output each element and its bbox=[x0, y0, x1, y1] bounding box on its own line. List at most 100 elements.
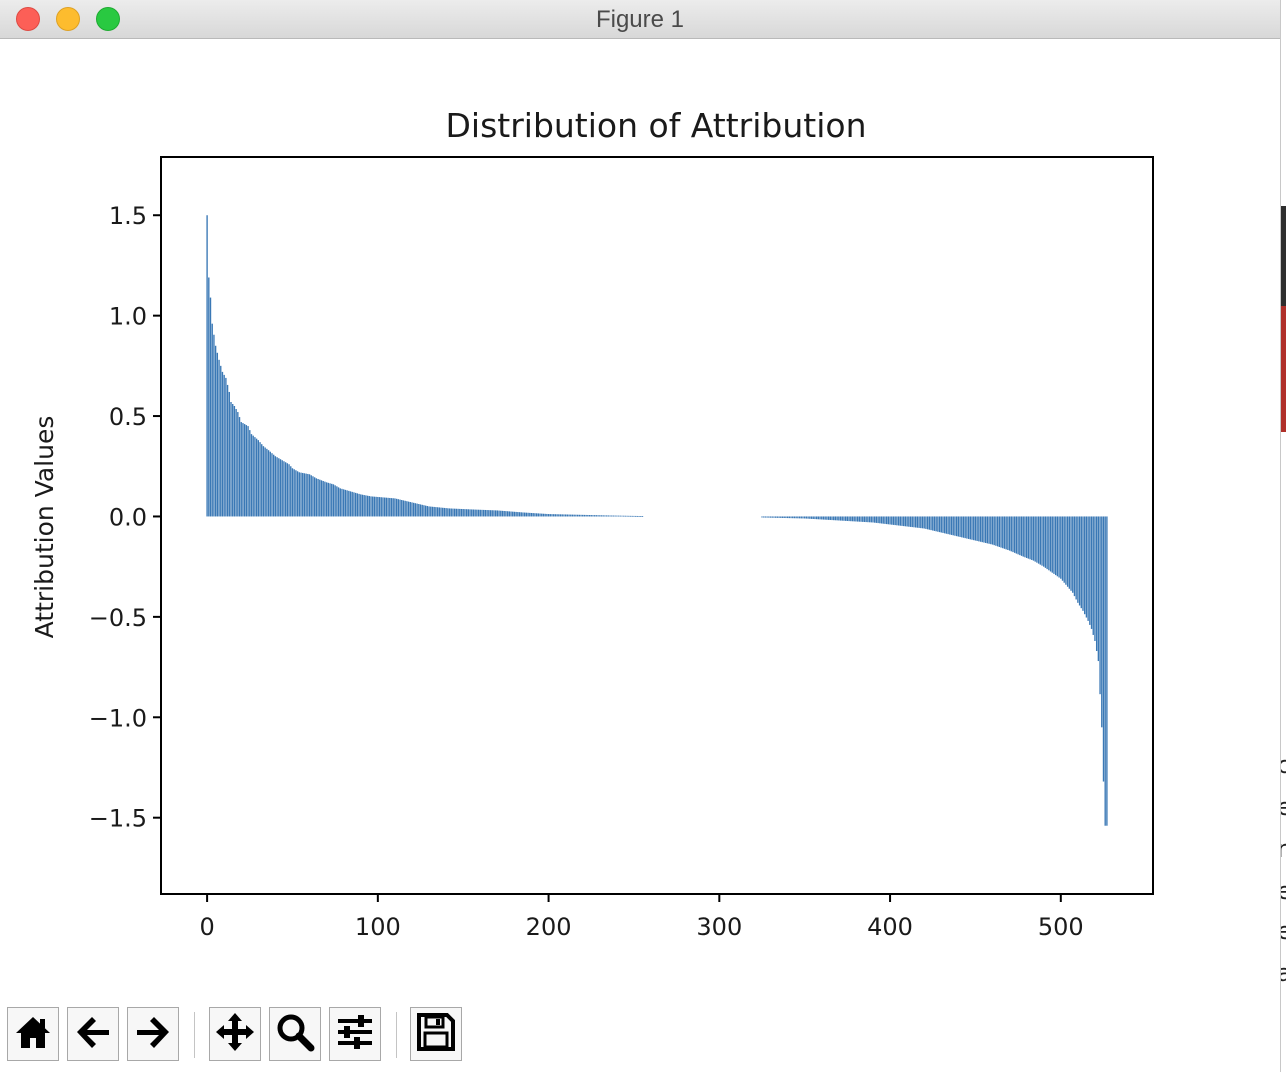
bar bbox=[515, 511, 517, 517]
bar bbox=[875, 516, 878, 523]
x-tick-label: 200 bbox=[526, 913, 572, 941]
bar bbox=[1017, 516, 1019, 555]
bar bbox=[781, 516, 784, 518]
bar bbox=[250, 434, 253, 517]
bar bbox=[373, 496, 376, 517]
bar bbox=[588, 515, 591, 517]
bar bbox=[906, 516, 908, 527]
bar bbox=[870, 516, 872, 523]
bar bbox=[267, 450, 270, 517]
bar bbox=[793, 516, 796, 519]
bar bbox=[954, 516, 956, 536]
save-button[interactable] bbox=[410, 1007, 462, 1061]
bar bbox=[571, 514, 574, 517]
bar bbox=[467, 509, 470, 517]
bar bbox=[1027, 516, 1030, 559]
bar bbox=[349, 491, 352, 517]
arrow-right-icon bbox=[133, 1012, 173, 1056]
configure-subplots-button[interactable] bbox=[329, 1007, 381, 1061]
bar bbox=[582, 514, 584, 517]
bar bbox=[1024, 516, 1026, 558]
bar bbox=[882, 516, 884, 524]
bar bbox=[896, 516, 898, 526]
bar bbox=[464, 509, 466, 517]
bar bbox=[307, 473, 309, 517]
forward-button[interactable] bbox=[127, 1007, 179, 1061]
bar bbox=[542, 513, 545, 517]
bar bbox=[616, 515, 618, 517]
bar bbox=[844, 516, 847, 521]
bar bbox=[628, 515, 630, 517]
bar bbox=[846, 516, 849, 521]
bar bbox=[764, 516, 767, 518]
bar bbox=[792, 516, 794, 519]
y-tick-label: 1.5 bbox=[109, 202, 147, 230]
bar bbox=[406, 501, 408, 517]
title-bar[interactable]: Figure 1 bbox=[0, 0, 1280, 39]
bar bbox=[978, 516, 980, 542]
bar bbox=[1056, 516, 1059, 577]
bar bbox=[426, 506, 429, 517]
close-button[interactable] bbox=[16, 7, 40, 31]
bar bbox=[887, 516, 890, 525]
bar bbox=[814, 516, 816, 520]
bar bbox=[535, 513, 538, 517]
bar bbox=[235, 409, 237, 517]
bar bbox=[617, 515, 620, 517]
bar bbox=[1073, 516, 1076, 597]
bar bbox=[949, 516, 951, 535]
bar bbox=[1003, 516, 1006, 549]
bar bbox=[1082, 516, 1084, 611]
bar bbox=[991, 516, 994, 545]
maximize-button[interactable] bbox=[96, 7, 120, 31]
bar bbox=[240, 422, 242, 517]
home-icon bbox=[13, 1012, 53, 1056]
move-icon bbox=[214, 1011, 256, 1057]
bar bbox=[1072, 516, 1074, 593]
bar bbox=[959, 516, 961, 537]
x-tick-label: 100 bbox=[355, 913, 401, 941]
bar bbox=[556, 514, 558, 517]
bar bbox=[904, 516, 907, 527]
bar bbox=[319, 479, 321, 517]
bar bbox=[361, 494, 364, 517]
bar bbox=[486, 510, 488, 517]
bar bbox=[450, 508, 452, 517]
bar bbox=[901, 516, 903, 526]
bar bbox=[914, 516, 917, 528]
bar bbox=[576, 514, 579, 517]
bar bbox=[363, 495, 365, 517]
home-button[interactable] bbox=[7, 1007, 59, 1061]
bar bbox=[471, 509, 473, 517]
bar bbox=[1094, 516, 1096, 641]
back-button[interactable] bbox=[67, 1007, 119, 1061]
zoom-button[interactable] bbox=[269, 1007, 321, 1061]
bar bbox=[940, 516, 942, 533]
bar bbox=[880, 516, 883, 524]
bar bbox=[964, 516, 966, 539]
bar bbox=[445, 508, 447, 517]
bar bbox=[341, 488, 343, 517]
sliders-icon bbox=[334, 1011, 376, 1057]
bar bbox=[595, 515, 598, 517]
bar bbox=[276, 457, 278, 517]
bar bbox=[261, 444, 263, 517]
bar bbox=[209, 297, 212, 517]
bar bbox=[945, 516, 948, 534]
bar bbox=[546, 513, 548, 517]
minimize-button[interactable] bbox=[56, 7, 80, 31]
bar bbox=[800, 516, 802, 519]
bar bbox=[368, 496, 370, 517]
bar bbox=[580, 514, 582, 517]
bar bbox=[826, 516, 828, 520]
bar bbox=[827, 516, 830, 520]
bar bbox=[216, 352, 219, 517]
bar bbox=[510, 511, 512, 517]
bar bbox=[856, 516, 859, 522]
pan-button[interactable] bbox=[209, 1007, 261, 1061]
bar bbox=[226, 384, 229, 517]
bar bbox=[831, 516, 833, 521]
bar bbox=[1106, 516, 1108, 826]
bar bbox=[822, 516, 825, 520]
